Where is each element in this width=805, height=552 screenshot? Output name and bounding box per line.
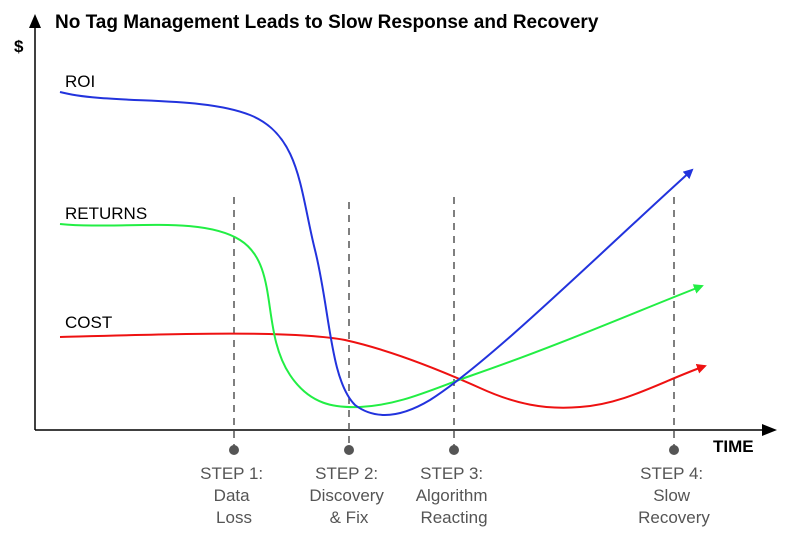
step-guides	[229, 197, 679, 455]
step-2-marker	[344, 445, 354, 455]
step-4-line-2: Slow	[653, 486, 691, 505]
x-axis-arrowhead	[762, 424, 777, 436]
step-4-label: STEP 4: Slow Recovery	[638, 464, 710, 527]
step-1-marker	[229, 445, 239, 455]
series-labels: ROI RETURNS COST	[65, 72, 147, 332]
roi-curve	[59, 91, 694, 416]
returns-curve	[59, 223, 704, 409]
cost-curve	[59, 332, 707, 409]
step-3-line-2: Algorithm	[416, 486, 488, 505]
step-3-heading: STEP 3:	[420, 464, 483, 483]
step-4-heading: STEP 4:	[640, 464, 703, 483]
step-2-line-2: Discovery	[309, 486, 384, 505]
cost-label: COST	[65, 313, 112, 332]
x-axis-label: TIME	[713, 437, 754, 456]
roi-label: ROI	[65, 72, 95, 91]
step-3-marker	[449, 445, 459, 455]
diagram-title: No Tag Management Leads to Slow Response…	[55, 12, 599, 33]
step-1-heading: STEP 1:	[200, 464, 263, 483]
step-1-line-2: Data	[214, 486, 250, 505]
step-1-line-3: Loss	[216, 508, 252, 527]
step-2-line-3: & Fix	[330, 508, 369, 527]
series-curves	[59, 91, 707, 416]
returns-label: RETURNS	[65, 204, 147, 223]
y-axis-arrowhead	[29, 14, 41, 28]
step-2-heading: STEP 2:	[315, 464, 378, 483]
step-4-line-3: Recovery	[638, 508, 710, 527]
step-3-label: STEP 3: Algorithm Reacting	[416, 464, 493, 527]
step-3-line-3: Reacting	[420, 508, 487, 527]
step-4-marker	[669, 445, 679, 455]
step-2-label: STEP 2: Discovery & Fix	[309, 464, 388, 527]
step-1-label: STEP 1: Data Loss	[200, 464, 268, 527]
axes: $ TIME	[14, 14, 777, 456]
step-labels: STEP 1: Data Loss STEP 2: Discovery & Fi…	[200, 464, 710, 527]
y-axis-label: $	[14, 37, 24, 56]
